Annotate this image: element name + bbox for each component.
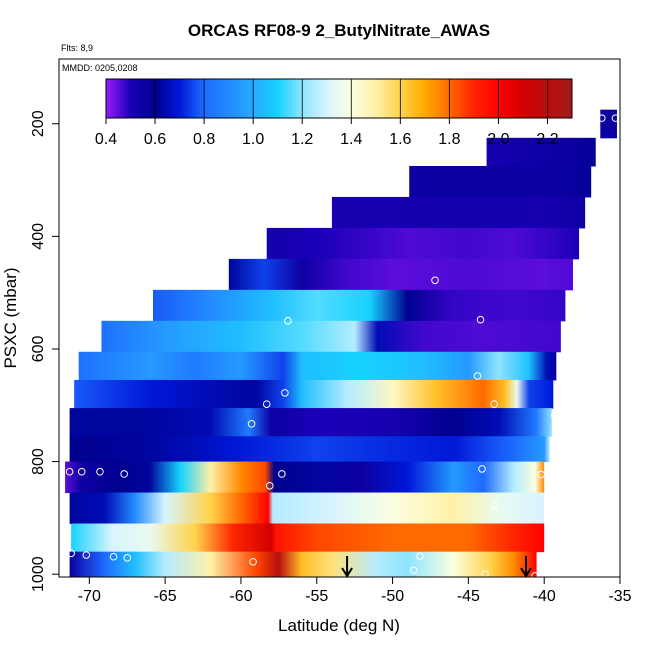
y-tick-label: 800 xyxy=(30,448,47,475)
colorbar-tick-label: 1.4 xyxy=(340,131,362,148)
colorbar-tick-label: 1.6 xyxy=(389,131,411,148)
sample-point xyxy=(611,114,620,122)
heatmap-band xyxy=(69,436,551,463)
colorbar-ticks: 0.4 0.6 0.8 1.0 1.2 1.4 1.6 1.8 2.0 2.2 xyxy=(95,79,559,148)
sample-point xyxy=(65,467,74,476)
colorbar-tick-label: 0.8 xyxy=(193,131,215,148)
heatmap-band xyxy=(600,109,617,139)
sample-point xyxy=(123,554,132,562)
x-tick-label: -60 xyxy=(229,588,252,605)
sample-point xyxy=(247,420,256,428)
x-tick-label: -55 xyxy=(305,588,328,605)
dates-label: MMDD: 0205,0208 xyxy=(62,63,138,73)
sample-point xyxy=(478,465,486,473)
x-tick-label: -45 xyxy=(457,588,480,605)
x-tick-label: -35 xyxy=(608,588,631,605)
sample-point xyxy=(284,317,292,325)
y-axis: 200 400 600 800 1000 xyxy=(30,110,59,592)
heatmap-band xyxy=(101,320,561,353)
heatmap-band xyxy=(228,258,573,291)
sample-point xyxy=(281,389,289,397)
x-tick-label: -65 xyxy=(154,588,177,605)
heatmap-band xyxy=(69,408,552,437)
heatmap-band xyxy=(153,289,566,322)
heatmap-band xyxy=(65,461,545,494)
sample-point xyxy=(409,566,418,575)
sample-point xyxy=(77,467,86,476)
colorbar-tick-label: 2.2 xyxy=(536,131,558,148)
heatmap-bands xyxy=(65,109,617,577)
heatmap-band xyxy=(69,551,537,577)
sample-point xyxy=(490,501,498,510)
sample-point xyxy=(120,470,128,478)
arrow-head xyxy=(341,567,353,578)
x-axis-label: Latitude (deg N) xyxy=(278,616,400,635)
flights-label: Flts: 8,9 xyxy=(61,43,93,53)
heatmap-band xyxy=(409,165,592,198)
colorbar-gradient xyxy=(105,78,573,119)
colorbar-tick-label: 1.8 xyxy=(438,131,460,148)
heatmap-band xyxy=(74,379,554,409)
y-tick-label: 400 xyxy=(30,223,47,250)
heatmap-band xyxy=(331,196,586,229)
heatmap-band xyxy=(266,227,580,260)
sample-point xyxy=(473,372,482,380)
x-tick-label: -50 xyxy=(381,588,404,605)
colorbar-tick-label: 1.0 xyxy=(242,131,264,148)
sample-point xyxy=(79,329,88,338)
heatmap-band xyxy=(78,351,557,381)
colorbar: 0.4 0.6 0.8 1.0 1.2 1.4 1.6 1.8 2.0 2.2 xyxy=(95,78,573,148)
y-tick-label: 600 xyxy=(30,336,47,363)
heatmap-band xyxy=(486,137,596,167)
plot-frame xyxy=(58,58,621,578)
sample-point xyxy=(537,470,545,479)
sample-points xyxy=(65,114,620,577)
y-tick-label: 200 xyxy=(30,110,47,137)
chart-title: ORCAS RF08-9 2_ButylNitrate_AWAS xyxy=(188,21,490,40)
x-tick-label: -40 xyxy=(533,588,556,605)
heatmap-band xyxy=(71,523,545,553)
y-axis-label: PSXC (mbar) xyxy=(1,267,20,368)
sample-point xyxy=(476,315,485,324)
sample-point xyxy=(294,208,303,217)
sample-point xyxy=(551,411,559,420)
sample-point xyxy=(490,400,498,408)
arrow-markers xyxy=(341,556,532,578)
sample-point xyxy=(431,276,439,285)
y-tick-label: 1000 xyxy=(30,556,47,592)
sample-point xyxy=(598,114,606,122)
sample-point xyxy=(416,552,424,560)
sample-point xyxy=(265,481,274,490)
sample-point xyxy=(67,549,75,558)
x-axis: -70 -65 -60 -55 -50 -45 -40 -35 xyxy=(78,577,632,605)
sample-point xyxy=(481,570,489,577)
colorbar-tick-label: 2.0 xyxy=(487,131,509,148)
x-tick-label: -70 xyxy=(78,588,101,605)
sample-point xyxy=(531,572,539,577)
sample-point xyxy=(82,551,91,559)
colorbar-tick-label: 1.2 xyxy=(291,131,313,148)
sample-point xyxy=(262,400,271,408)
sample-point xyxy=(563,327,571,335)
colorbar-tick-label: 0.6 xyxy=(144,131,166,148)
sample-point xyxy=(109,552,118,561)
arrow-head xyxy=(520,567,532,578)
heatmap-band xyxy=(69,492,545,525)
sample-point xyxy=(278,470,286,478)
sample-point xyxy=(249,557,257,566)
colorbar-tick-label: 0.4 xyxy=(95,131,117,148)
sample-point xyxy=(96,467,104,476)
